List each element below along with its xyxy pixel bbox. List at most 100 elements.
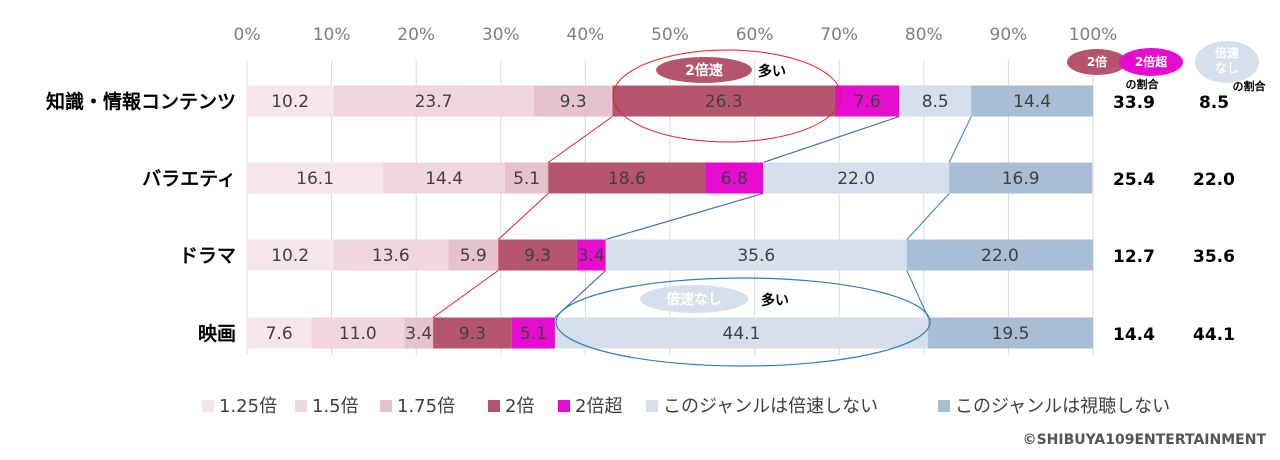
nospeed-suffix: 多い (761, 292, 789, 309)
bars: 10.2 23.7 9.3 26.3 7.6 8.5 14.4 16.1 14.4 5.1 18.6… (247, 85, 1093, 349)
bar-segment (899, 85, 972, 117)
bar-segment (705, 162, 764, 194)
header-badge-double-label: 2倍 (1087, 54, 1107, 69)
bar-segment (554, 317, 929, 349)
data-label: 5.1 (513, 169, 540, 189)
legend-swatch (646, 400, 658, 412)
x-axis-ticks: 0% 10% 20% 30% 40% 50% 60% 70% 80% 90% 100% (234, 25, 1118, 45)
data-label: 10.2 (271, 246, 309, 266)
data-label: 3.4 (578, 246, 605, 266)
legend-label: このジャンルは視聴しない (955, 396, 1170, 417)
connector-line (497, 193, 549, 240)
data-label: 7.6 (266, 324, 293, 344)
x-tick-label: 100% (1069, 25, 1118, 45)
data-label: 19.5 (992, 324, 1030, 344)
legend-swatch (938, 400, 950, 412)
x-tick-label: 50% (651, 25, 689, 45)
legend-swatch (202, 400, 214, 412)
connector-line (906, 270, 929, 318)
x-tick-label: 40% (567, 25, 605, 45)
x-tick-label: 30% (482, 25, 520, 45)
header-badge-double-plus (1119, 48, 1183, 76)
connector-line (906, 193, 950, 240)
connector-line (762, 116, 900, 163)
summary-value-nospeed: 35.6 (1193, 247, 1235, 267)
category-label: ドラマ (179, 245, 236, 267)
data-label: 44.1 (723, 324, 761, 344)
legend-label: このジャンルは倍速しない (663, 396, 878, 417)
bar-segment (247, 239, 334, 271)
data-label: 16.9 (1002, 169, 1040, 189)
data-label: 9.3 (524, 246, 551, 266)
summary-value-nospeed: 22.0 (1193, 170, 1235, 190)
bar-segment (971, 85, 1093, 117)
legend-label: 1.75倍 (397, 396, 455, 417)
legend-label: 1.5倍 (312, 396, 359, 417)
legend-swatch (295, 400, 307, 412)
bar-segment (576, 239, 606, 271)
bar-segment (247, 85, 334, 117)
legend: 1.25倍 1.5倍 1.75倍 2倍 2倍超 このジャンルは倍速しない このジャンルは視聴… (202, 396, 1170, 417)
summary-value-double: 14.4 (1113, 325, 1155, 345)
connector-line (948, 116, 972, 163)
bar-segment (906, 239, 1093, 271)
bar-segment (612, 85, 835, 117)
data-label: 22.0 (837, 169, 875, 189)
bar-segment (433, 317, 512, 349)
copyright: ©SHIBUYA109ENTERTAINMENT (1023, 432, 1267, 448)
data-label: 16.1 (296, 169, 334, 189)
bar-segment (333, 85, 534, 117)
header-badge-double-plus-label: 2倍超 (1135, 54, 1168, 69)
bar-segment (404, 317, 434, 349)
double-badge-label: 2倍速 (685, 62, 723, 79)
legend-swatch (380, 400, 392, 412)
data-label: 35.6 (737, 246, 775, 266)
summary-value-double: 12.7 (1113, 247, 1155, 267)
category-label: 知識・情報コンテンツ (46, 90, 236, 113)
data-label: 5.9 (460, 246, 487, 266)
x-tick-label: 70% (820, 25, 858, 45)
header-badge-nospeed (1195, 41, 1259, 83)
x-tick-label: 10% (313, 25, 351, 45)
bar-segment (383, 162, 506, 194)
data-label: 26.3 (705, 92, 743, 112)
bar-segment (533, 85, 613, 117)
bar-segment (511, 317, 555, 349)
bar-segment (949, 162, 1093, 194)
category-label: 映画 (198, 323, 236, 345)
data-label: 6.8 (721, 169, 748, 189)
data-label: 14.4 (1013, 92, 1051, 112)
bar-segment (311, 317, 405, 349)
category-label: バラエティ (142, 168, 236, 190)
double-highlight-ellipse (612, 49, 842, 143)
data-label: 9.3 (560, 92, 587, 112)
data-label: 9.3 (459, 324, 486, 344)
nospeed-highlight-ellipse (555, 277, 931, 367)
bar-segment (505, 162, 549, 194)
double-badge (656, 57, 752, 83)
data-label: 7.6 (854, 92, 881, 112)
x-tick-label: 80% (905, 25, 943, 45)
summary-value-double: 33.9 (1113, 93, 1155, 113)
header-badge-nospeed-line2: なし (1215, 61, 1239, 75)
connector-line (605, 193, 764, 240)
summary-value-nospeed: 8.5 (1199, 93, 1229, 113)
bar-segment (763, 162, 950, 194)
legend-label: 2倍超 (575, 396, 622, 417)
legend-swatch (558, 400, 570, 412)
nospeed-badge (640, 285, 748, 313)
data-label: 22.0 (981, 246, 1019, 266)
bar-segment (928, 317, 1093, 349)
bar-segment (834, 85, 900, 117)
x-tick-label: 90% (990, 25, 1028, 45)
legend-label: 2倍 (505, 396, 534, 417)
bar-segment (448, 239, 499, 271)
data-label: 13.6 (372, 246, 410, 266)
data-label: 10.2 (271, 92, 309, 112)
summary-columns: 33.925.412.714.48.522.035.644.12倍&2倍超の割合… (1067, 41, 1266, 345)
data-label: 8.5 (922, 92, 949, 112)
bar-segment (333, 239, 449, 271)
bar-segment (605, 239, 907, 271)
